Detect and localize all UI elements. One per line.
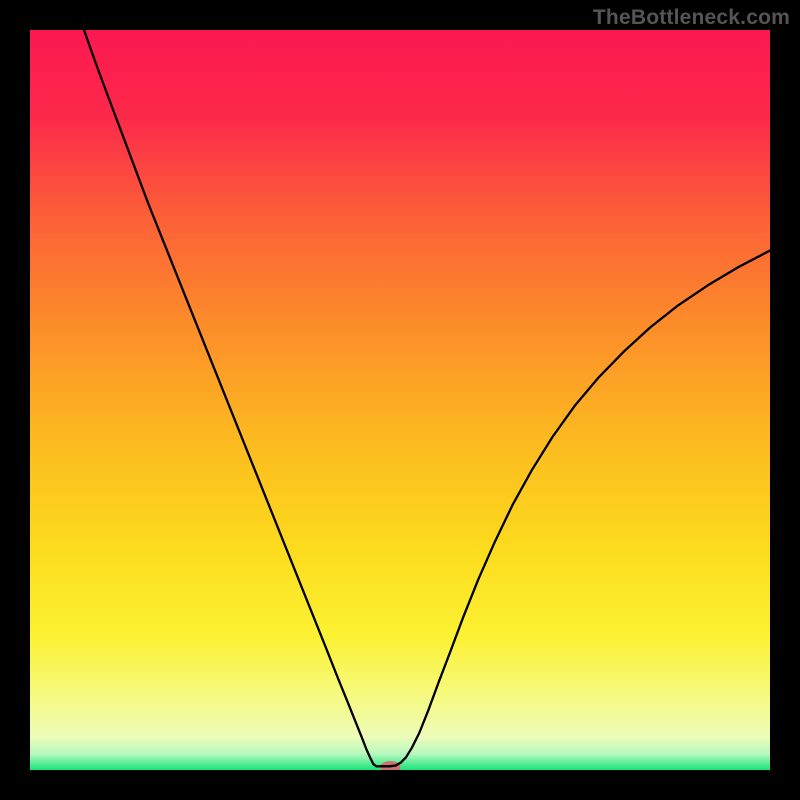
plot-background [30, 30, 770, 770]
watermark-text: TheBottleneck.com [593, 6, 790, 30]
plot-svg [30, 30, 770, 770]
chart-container: TheBottleneck.com [0, 0, 800, 800]
